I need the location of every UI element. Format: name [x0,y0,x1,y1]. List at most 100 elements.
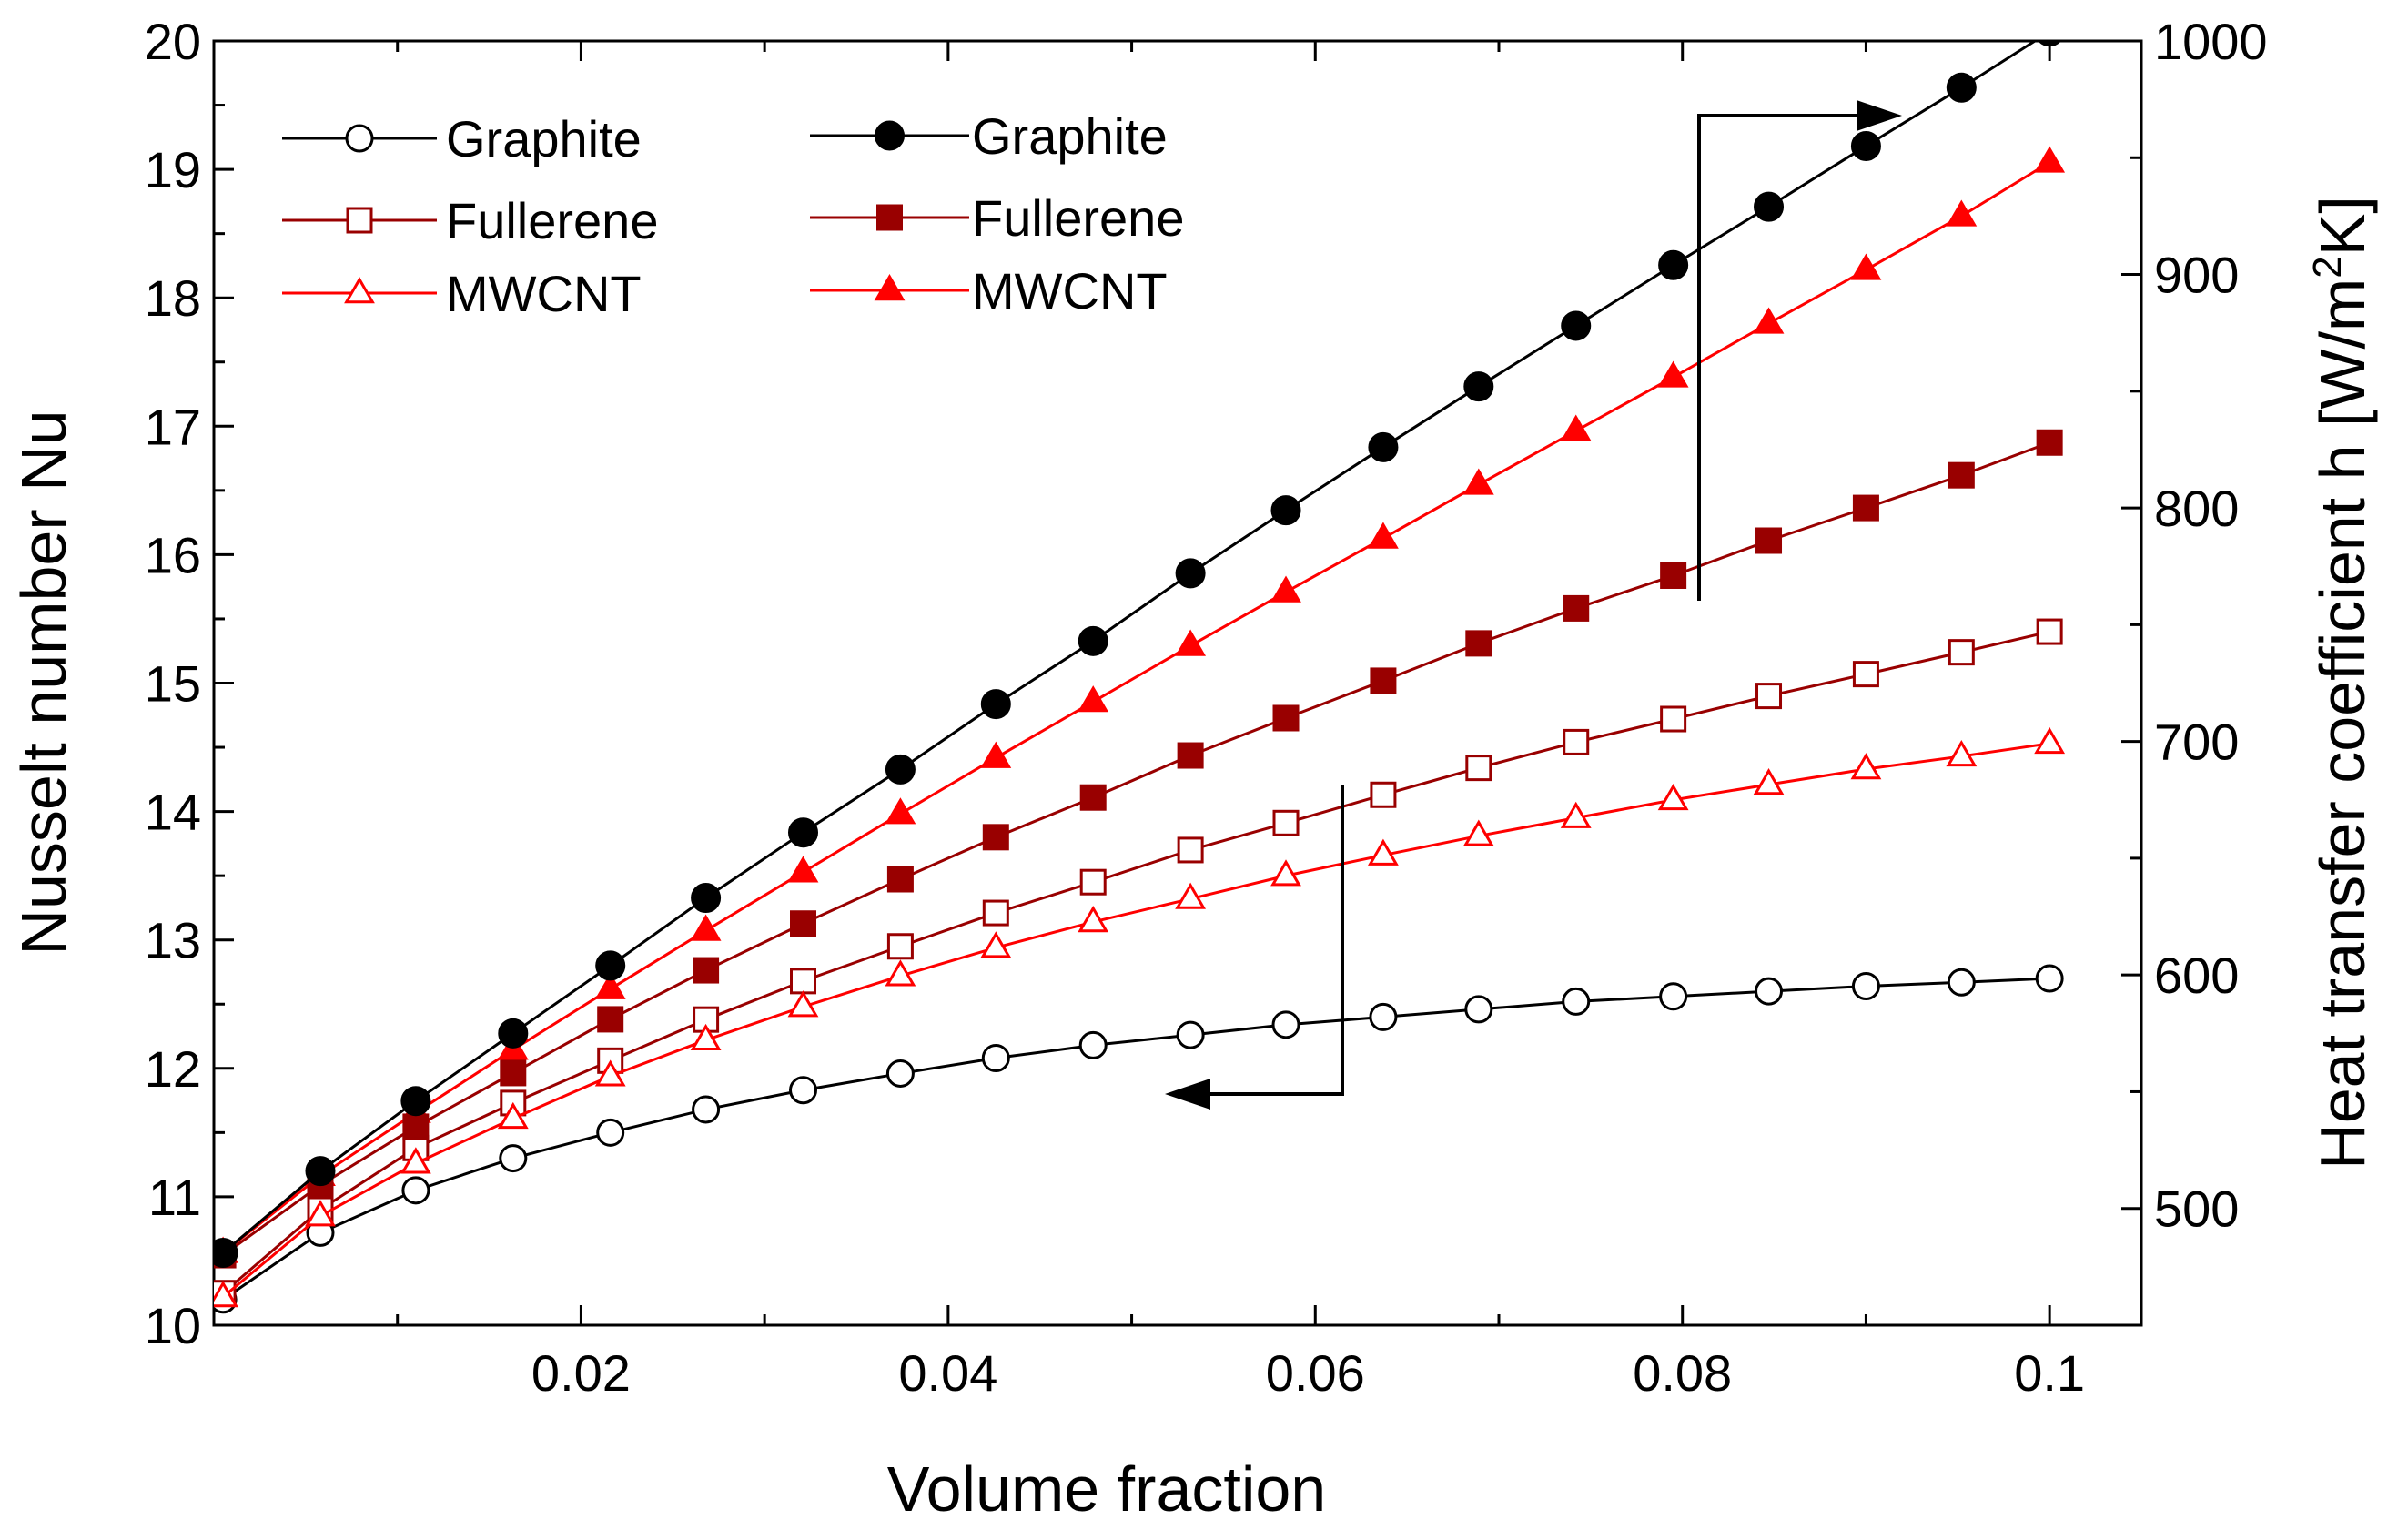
data-point [1946,72,1977,103]
data-point [400,1147,431,1174]
left-y-tick-label: 20 [145,13,201,70]
data-point [400,1086,431,1117]
legend-marker [876,204,903,231]
legend-entry: MWCNT [810,262,1168,319]
legend-marker [346,207,373,234]
right-y-axis-title-prefix: Heat transfer coefficient h [W/m [2307,279,2378,1170]
data-point [886,933,914,960]
legend-entry: Fullerene [282,192,658,249]
data-point [1175,558,1206,589]
left-axis-arrow [1165,785,1344,1110]
data-point [1560,801,1592,828]
data-point [1270,495,1301,526]
series-graphite-left [214,964,2064,1314]
x-tick-label: 0.1 [2014,1344,2085,1402]
data-point [1175,882,1207,909]
data-point [790,910,817,937]
data-point [595,950,626,981]
data-point [1563,728,1590,755]
data-point [1078,906,1109,933]
left-y-tick-label: 18 [145,269,201,327]
data-point [2036,618,2063,645]
data-point [1272,809,1300,836]
data-point [690,1023,722,1051]
left-y-tick-label: 14 [145,784,201,841]
data-point [1272,704,1300,732]
legend-marker [875,120,905,151]
right-y-tick-label: 600 [2154,947,2239,1004]
data-point [885,797,916,825]
left-y-tick-label: 15 [145,655,201,713]
right-y-tick-label: 500 [2154,1180,2239,1238]
data-point [1079,868,1107,896]
data-point [1947,968,1976,997]
data-point [1948,639,1975,666]
data-point [980,689,1011,720]
x-tick-label: 0.06 [1266,1344,1365,1402]
data-point [1176,1020,1205,1049]
data-point [594,972,626,999]
data-point [788,817,819,848]
data-point [1368,431,1399,462]
right-y-axis-title: Heat transfer coefficient h [W/m2K] [2305,196,2378,1170]
right-axis-arrow [1697,100,1902,601]
data-point [2034,726,2066,755]
data-point [1368,838,1399,866]
legend-marker [344,277,375,304]
x-axis-title: Volume fraction [887,1454,1326,1525]
right-y-axis-title-superscript: 2 [2305,256,2350,278]
legend-label: Graphite [446,110,642,167]
data-point [2036,429,2063,456]
data-point [1851,971,1880,1000]
data-point [1078,685,1109,713]
x-tick-label: 0.08 [1633,1344,1732,1402]
data-point [1561,310,1592,341]
series-fullerene-right [214,429,2063,1269]
data-point [1369,1002,1398,1031]
right-y-axis-title-suffix: K] [2307,196,2378,256]
data-point [1660,705,1687,733]
data-point [500,1059,527,1087]
data-point [497,1101,529,1130]
data-point [498,1018,529,1049]
data-point [1563,594,1590,622]
series-line [222,41,2038,1254]
left-y-tick-label: 10 [145,1297,201,1354]
data-point [885,754,916,785]
x-tick-label: 0.04 [898,1344,997,1402]
right-y-tick-label: 900 [2154,247,2239,304]
data-point [982,824,1009,851]
legend-label: Fullerene [446,192,658,249]
data-point [1946,199,1978,227]
legend-label: Graphite [972,107,1168,165]
left-y-tick-label: 16 [145,526,201,583]
right-y-tick-label: 1000 [2154,13,2268,70]
data-point [1462,468,1494,495]
data-point [1850,253,1882,280]
data-point [594,1059,626,1087]
data-point [596,1118,625,1147]
data-point [693,957,720,984]
series-line [222,742,2050,1299]
data-point [1657,360,1689,388]
data-point [214,1237,238,1268]
left-y-tick-label: 11 [148,1169,201,1226]
data-point [1659,982,1688,1011]
data-point [1753,307,1785,334]
left-y-tick-label: 12 [145,1040,201,1098]
data-point [1755,683,1783,710]
data-point [980,741,1012,768]
data-point [982,899,1009,927]
data-point [1177,742,1204,769]
left-y-axis-title: Nusselt number Nu [8,410,79,955]
data-point [980,931,1012,958]
data-point [1850,753,1882,780]
legend-marker [874,274,906,301]
right-y-tick-label: 800 [2154,480,2239,537]
data-point [1270,575,1301,603]
data-point [2038,41,2062,47]
legend-marker [345,124,374,153]
data-point [886,866,914,893]
data-point [1370,667,1397,694]
right-y-axis-ticks: 500 600 700 800 900 1000 [2121,13,2268,1327]
